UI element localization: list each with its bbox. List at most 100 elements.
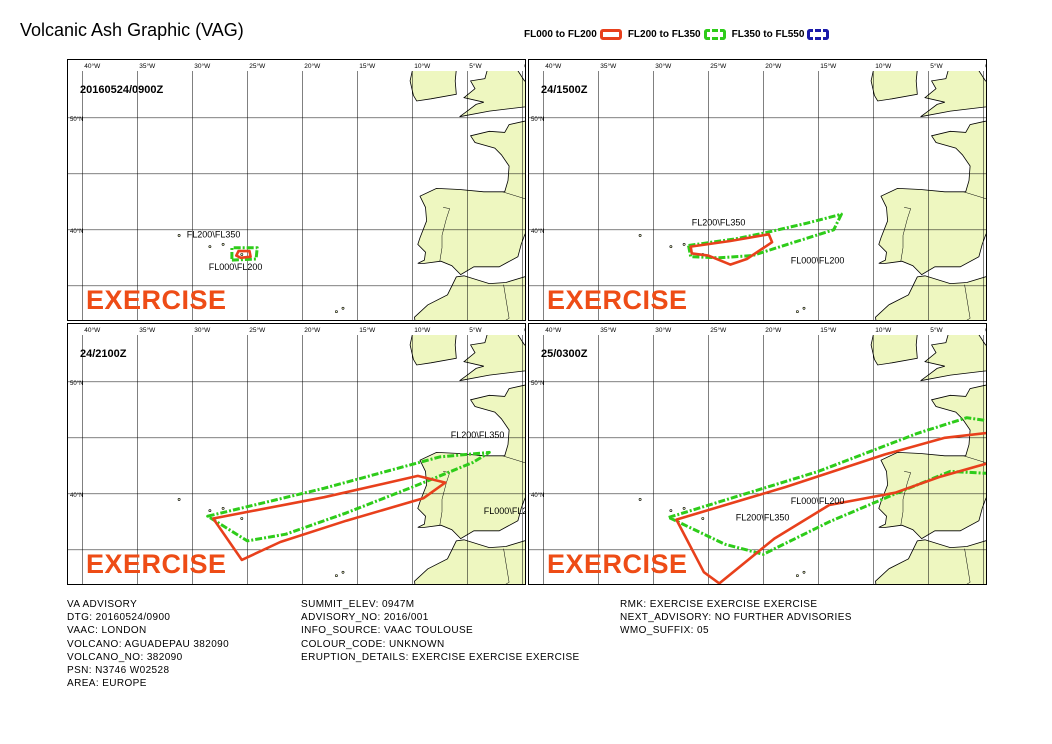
panel-time: 20160524/0900Z — [80, 84, 164, 96]
exercise-stamp: EXERCISE — [86, 285, 227, 315]
island — [334, 574, 338, 578]
map-canvas: 40°W35°W30°W25°W20°W15°W10°W5°W0°5°E10°E… — [529, 60, 987, 320]
lat-tick-label: 50°N — [531, 381, 544, 387]
island — [701, 517, 705, 520]
panel-time: 24/2100Z — [80, 348, 127, 360]
panel-time: 25/0300Z — [541, 348, 588, 360]
land-mass — [414, 539, 525, 584]
island — [795, 310, 799, 314]
lon-tick-label: 15°W — [820, 62, 837, 70]
legend-label-fl200-fl350: FL200 to FL350 — [627, 28, 701, 40]
ash-cloud-fl000-fl200 — [235, 249, 252, 260]
lon-tick-label: 40°W — [84, 326, 101, 334]
ash-cloud-fl000-fl200 — [675, 431, 986, 584]
map-panel-1500z: 40°W35°W30°W25°W20°W15°W10°W5°W0°5°E10°E… — [528, 59, 987, 321]
lat-tick-label: 40°N — [70, 229, 83, 235]
legend-label-fl000-fl200: FL000 to FL200 — [524, 28, 597, 40]
page-title: Volcanic Ash Graphic (VAG) — [20, 20, 244, 40]
legend-swatch-green — [703, 28, 726, 40]
ash-cloud-fl200-fl350 — [667, 416, 986, 556]
flight-level-label: FL000\FL200 — [209, 262, 263, 272]
lon-tick-label: 0° — [985, 326, 987, 334]
exercise-stamp: EXERCISE — [86, 549, 227, 579]
island — [240, 517, 244, 520]
island — [221, 506, 225, 510]
country-border — [502, 455, 525, 463]
lat-tick-label: 40°N — [70, 493, 83, 499]
country-border — [503, 548, 510, 584]
advisory-line: VOLCANO_NO: 382090 — [67, 651, 183, 663]
lon-tick-label: 15°W — [359, 62, 376, 70]
advisory-line: NEXT_ADVISORY: NO FURTHER ADVISORIES — [620, 612, 852, 624]
land-mass — [920, 60, 986, 118]
advisory-line: ERUPTION_DETAILS: EXERCISE EXERCISE EXER… — [301, 651, 580, 663]
island — [669, 245, 673, 249]
island — [341, 306, 345, 310]
lon-tick-label: 0° — [985, 62, 987, 70]
island — [221, 242, 225, 246]
lon-tick-label: 40°W — [545, 326, 562, 334]
island — [795, 574, 799, 578]
lon-tick-label: 0° — [524, 326, 526, 334]
lon-tick-label: 20°W — [304, 62, 321, 70]
lon-tick-label: 30°W — [194, 62, 211, 70]
country-border — [964, 548, 971, 584]
panel-time: 24/1500Z — [541, 84, 588, 96]
advisory-line: AREA: EUROPE — [67, 678, 147, 690]
land-mass — [459, 324, 525, 382]
lon-tick-label: 35°W — [600, 62, 617, 70]
map-canvas: 40°W35°W30°W25°W20°W15°W10°W5°W0°5°E10°E… — [529, 324, 987, 584]
lon-tick-label: 10°W — [875, 62, 892, 70]
lat-tick-label: 50°N — [70, 381, 83, 387]
country-border — [502, 191, 525, 199]
advisory-line: ADVISORY_NO: 2016/001 — [301, 612, 429, 624]
island — [208, 245, 212, 249]
flight-level-label: FL200\FL350 — [187, 230, 241, 240]
tick-strip — [68, 60, 525, 71]
tick-strip — [529, 60, 986, 71]
lon-tick-label: 35°W — [139, 326, 156, 334]
island — [334, 310, 338, 314]
advisory-line: PSN: N3746 W02528 — [67, 665, 170, 677]
island — [802, 570, 806, 574]
land-mass — [417, 120, 525, 276]
country-border — [963, 455, 986, 463]
country-border — [900, 207, 912, 262]
island — [177, 498, 181, 501]
advisory-line: INFO_SOURCE: VAAC TOULOUSE — [301, 625, 474, 637]
lat-tick-label: 50°N — [70, 117, 83, 123]
advisory-line: WMO_SUFFIX: 05 — [620, 625, 709, 637]
island — [341, 570, 345, 574]
island — [638, 234, 642, 237]
legend-swatch-blue — [807, 28, 830, 40]
ash-cloud-fl200-fl350 — [206, 450, 491, 543]
land-mass — [414, 275, 525, 320]
lon-tick-label: 5°W — [930, 62, 943, 70]
lon-tick-label: 30°W — [655, 326, 672, 334]
lon-tick-label: 25°W — [249, 326, 266, 334]
map-panel-0900z: 40°W35°W30°W25°W20°W15°W10°W5°W0°5°E10°E… — [67, 59, 526, 321]
map-canvas: 40°W35°W30°W25°W20°W15°W10°W5°W0°5°E10°E… — [68, 324, 526, 584]
land-mass — [875, 275, 986, 320]
land-mass — [459, 60, 525, 118]
advisory-line: SUMMIT_ELEV: 0947M — [301, 599, 415, 610]
lon-tick-label: 20°W — [765, 62, 782, 70]
country-border — [439, 207, 451, 262]
lon-tick-label: 5°W — [930, 326, 943, 334]
exercise-stamp: EXERCISE — [547, 285, 688, 315]
flight-level-label: FL200\FL350 — [736, 513, 790, 523]
lon-tick-label: 25°W — [710, 62, 727, 70]
land-mass — [875, 539, 986, 584]
lat-tick-label: 40°N — [531, 493, 544, 499]
island — [682, 242, 686, 246]
land-mass — [878, 384, 986, 540]
lon-tick-label: 5°W — [469, 62, 482, 70]
advisory-col-2: SUMMIT_ELEV: 0947M ADVISORY_NO: 2016/001… — [301, 598, 580, 664]
ash-cloud-fl000-fl200 — [689, 233, 774, 266]
lon-tick-label: 20°W — [765, 326, 782, 334]
flight-level-label: FL000\FL200 — [484, 506, 526, 516]
land-mass — [878, 120, 986, 276]
island — [682, 506, 686, 510]
lat-tick-label: 50°N — [531, 117, 544, 123]
country-border — [503, 284, 510, 320]
